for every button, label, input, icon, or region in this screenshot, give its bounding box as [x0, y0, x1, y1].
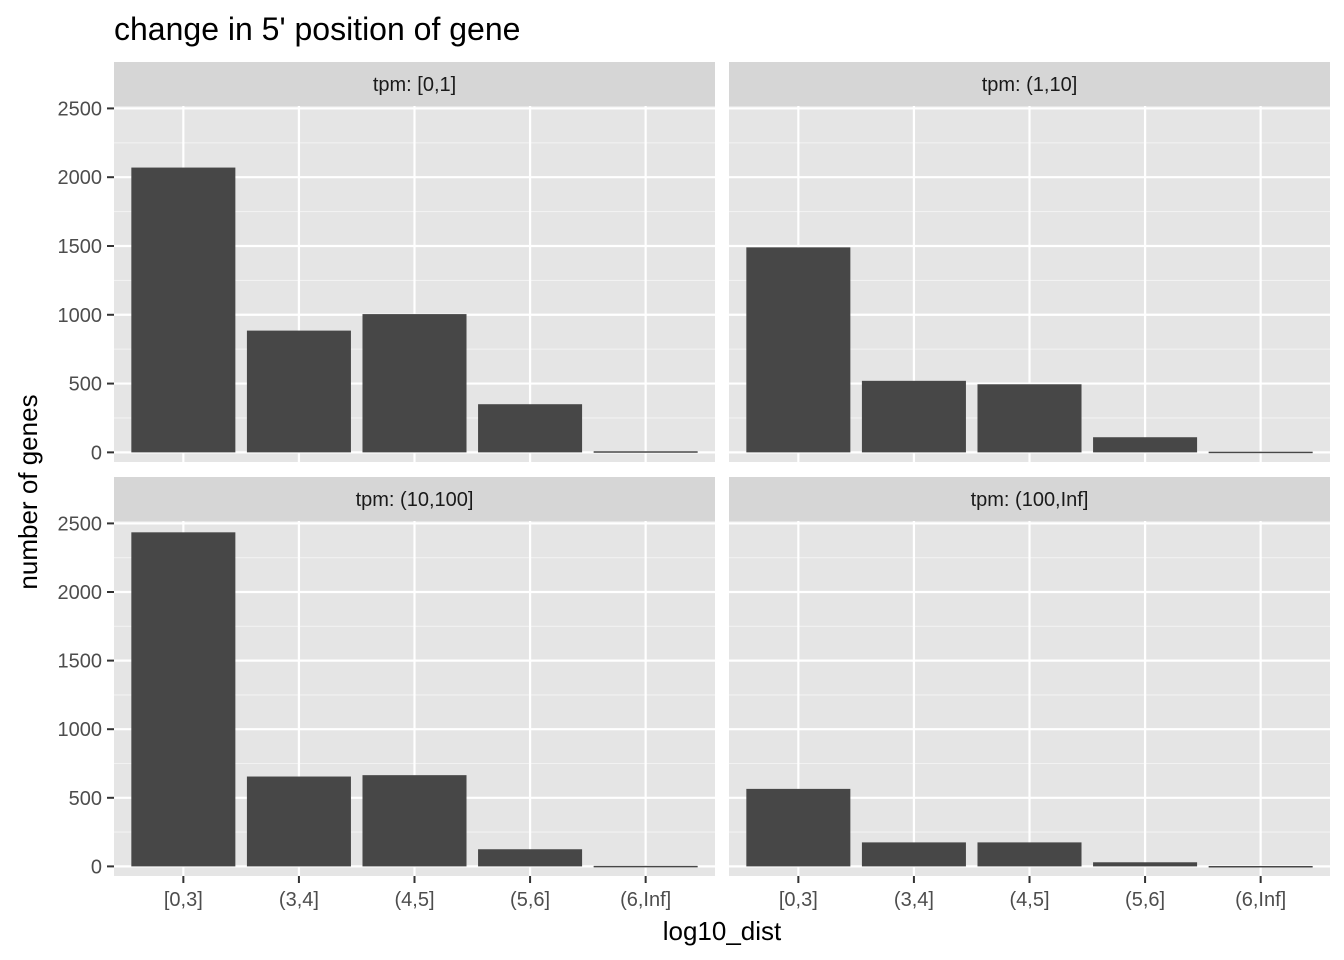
bar — [1093, 862, 1198, 867]
y-tick-label: 2500 — [58, 513, 103, 535]
facet-strip-label: tpm: (100,Inf] — [971, 489, 1089, 511]
bar — [362, 775, 467, 867]
x-tick-label: (3,4] — [279, 889, 319, 911]
facet-strip — [114, 477, 715, 521]
bar — [478, 404, 583, 453]
chart-title: change in 5' position of gene — [114, 11, 520, 47]
x-axis-title: log10_dist — [663, 916, 782, 946]
y-tick-label: 2000 — [58, 582, 103, 604]
y-tick-label: 1500 — [58, 236, 103, 258]
bar — [1208, 865, 1313, 868]
facet-panel: tpm: (1,10] — [729, 62, 1330, 462]
facet-strip-label: tpm: (10,100] — [356, 489, 474, 511]
facet-strip-label: tpm: [0,1] — [373, 74, 456, 96]
x-tick-label: (6,Inf] — [620, 889, 671, 911]
y-axis-title: number of genes — [13, 394, 43, 589]
y-tick-label: 1000 — [58, 719, 103, 741]
bar — [746, 788, 851, 867]
bar — [131, 532, 236, 867]
facet-panel: tpm: (10,100] 0 500 1000 1500 2000 2500 [0,3] (3… — [58, 477, 715, 911]
y-tick-label: 0 — [91, 442, 102, 464]
x-tick-label: [0,3] — [779, 889, 818, 911]
facet-strip — [729, 62, 1330, 106]
facet-panels: tpm: [0,1] 0 500 1000 1500 2000 2500 tpm: (1,10… — [58, 62, 1330, 911]
facet-strip — [729, 477, 1330, 521]
facet-strip — [114, 62, 715, 106]
x-tick-label: (5,6] — [510, 889, 550, 911]
y-tick-label: 2000 — [58, 167, 103, 189]
bar — [1093, 437, 1198, 453]
bar — [861, 380, 966, 453]
x-tick-label: (5,6] — [1125, 889, 1165, 911]
y-tick-label: 2500 — [58, 98, 103, 120]
bar — [246, 330, 351, 453]
bar — [861, 842, 966, 867]
y-tick-label: 0 — [91, 856, 102, 878]
bar — [977, 842, 1082, 867]
x-tick-label: [0,3] — [164, 889, 203, 911]
y-tick-label: 500 — [69, 788, 102, 810]
x-tick-label: (3,4] — [894, 889, 934, 911]
facet-panel: tpm: [0,1] 0 500 1000 1500 2000 2500 — [58, 62, 715, 464]
bar — [362, 314, 467, 453]
bar — [1208, 451, 1313, 454]
bar — [131, 167, 236, 453]
facet-strip-label: tpm: (1,10] — [982, 74, 1078, 96]
bar — [977, 384, 1082, 453]
bar — [246, 776, 351, 867]
x-tick-label: (6,Inf] — [1235, 889, 1286, 911]
bar — [746, 247, 851, 453]
y-tick-label: 1500 — [58, 651, 103, 673]
y-tick-label: 500 — [69, 374, 102, 396]
y-tick-label: 1000 — [58, 305, 103, 327]
x-tick-label: (4,5] — [394, 889, 434, 911]
facet-panel: tpm: (100,Inf] [0,3] (3,4] (4,5] (5,6] (6,Inf… — [729, 477, 1330, 911]
bar — [593, 451, 698, 453]
bar — [478, 849, 583, 867]
bar — [593, 865, 698, 868]
x-tick-label: (4,5] — [1009, 889, 1049, 911]
